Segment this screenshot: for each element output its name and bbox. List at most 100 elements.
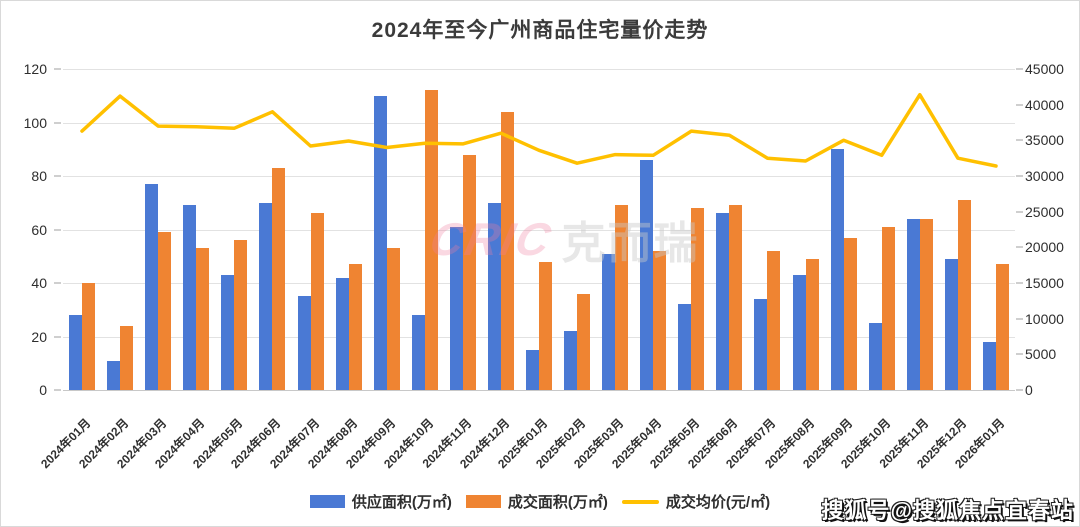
supply-bar — [678, 304, 692, 390]
transaction-bar — [272, 167, 286, 390]
left-axis-tickmark-icon — [54, 121, 61, 124]
transaction-bar — [82, 283, 96, 390]
chart-title: 2024年至今广州商品住宅量价走势 — [371, 19, 709, 42]
transaction-bar — [729, 205, 743, 390]
transaction-bar — [348, 264, 362, 390]
supply-bar — [830, 149, 844, 390]
gridline — [63, 122, 1015, 124]
price-line — [80, 92, 998, 168]
transaction-bar — [691, 208, 705, 390]
right-axis-tickmark-icon — [1016, 246, 1023, 249]
sohu-watermark: 搜狐号@搜狐焦点宜春站 — [821, 498, 1074, 523]
right-axis-tick-label: 25000 — [1025, 203, 1064, 220]
legend-label-supply: 供应面积(万㎡) — [351, 494, 452, 511]
left-axis-tick-label: 100 — [23, 114, 47, 131]
left-axis-tick-label: 0 — [39, 382, 47, 398]
supply-bar — [145, 184, 159, 390]
gridline — [63, 69, 1015, 70]
supply-bar — [754, 299, 768, 390]
supply-bar — [107, 360, 121, 390]
supply-bar — [906, 218, 920, 390]
transaction-bar — [957, 200, 971, 390]
right-axis-tick-label: 5000 — [1025, 346, 1057, 363]
legend-label-price: 成交均价(元/㎡) — [665, 494, 771, 511]
supply-bar — [526, 349, 539, 390]
right-axis-tick-label: 20000 — [1025, 239, 1064, 256]
transaction-bar — [500, 111, 514, 390]
left-axis-tick-label: 60 — [31, 221, 47, 238]
transaction-bar — [462, 154, 476, 390]
right-axis-tick-label: 30000 — [1025, 168, 1064, 184]
right-axis-tickmark-icon — [1016, 389, 1023, 391]
transaction-bar — [805, 258, 819, 390]
left-axis-tick-label: 20 — [31, 328, 47, 345]
right-axis-tickmark-icon — [1016, 103, 1023, 106]
supply-bar — [411, 315, 425, 390]
left-axis-tick-label: 40 — [31, 275, 47, 291]
supply-bar — [259, 202, 273, 390]
supply-bar — [792, 274, 806, 390]
transaction-bar — [310, 213, 324, 390]
transaction-bar — [615, 205, 629, 390]
right-axis-tickmark-icon — [1016, 210, 1023, 213]
transaction-bar — [767, 250, 781, 390]
transaction-swatch-icon — [465, 495, 501, 508]
left-axis-tick-label: 120 — [23, 61, 47, 77]
legend: 供应面积(万㎡) 成交面积(万㎡) 成交均价(元/㎡) — [1, 491, 1079, 512]
supply-bar — [297, 296, 311, 390]
supply-bar — [487, 202, 501, 390]
supply-bar — [69, 315, 83, 390]
transaction-bar — [120, 325, 134, 390]
right-axis-tickmark-icon — [1016, 68, 1023, 70]
price-line-swatch-icon — [621, 499, 659, 504]
transaction-bar — [843, 237, 857, 390]
right-axis-tick-label: 10000 — [1025, 310, 1064, 327]
legend-item-transaction: 成交面积(万㎡) — [465, 491, 608, 512]
transaction-bar — [424, 90, 438, 390]
gridline — [63, 176, 1015, 177]
transaction-bar — [919, 218, 933, 390]
legend-item-supply: 供应面积(万㎡) — [309, 491, 452, 512]
left-axis-tickmark-icon — [54, 389, 61, 391]
supply-bar — [449, 226, 463, 390]
cric-brand-text: 克而瑞 — [561, 219, 700, 268]
gridline — [63, 390, 1015, 391]
left-axis-tickmark-icon — [54, 228, 61, 231]
right-axis-tickmark-icon — [1016, 139, 1023, 142]
transaction-bar — [386, 248, 400, 390]
gridline — [63, 229, 1015, 231]
supply-bar — [868, 323, 882, 390]
transaction-bar — [577, 293, 591, 390]
right-axis-tickmark-icon — [1016, 317, 1023, 320]
right-axis-tick-label: 40000 — [1025, 96, 1064, 113]
supply-bar — [602, 253, 616, 390]
transaction-bar — [234, 240, 248, 390]
left-axis-tick-label: 80 — [31, 168, 47, 184]
supply-bar — [183, 205, 197, 390]
supply-swatch-icon — [309, 495, 345, 508]
right-axis-tickmark-icon — [1016, 353, 1023, 356]
right-axis-tick-label: 45000 — [1025, 61, 1064, 77]
supply-bar — [716, 213, 730, 390]
supply-bar — [640, 159, 654, 390]
right-axis-tickmark-icon — [1016, 282, 1023, 284]
supply-bar — [564, 331, 578, 390]
right-axis-tick-label: 35000 — [1025, 132, 1064, 149]
left-axis-tickmark-icon — [54, 68, 61, 70]
transaction-bar — [653, 250, 667, 390]
legend-label-transaction: 成交面积(万㎡) — [507, 494, 608, 511]
right-axis-tick-label: 15000 — [1025, 275, 1064, 291]
supply-bar — [982, 341, 996, 390]
supply-bar — [944, 258, 958, 390]
supply-bar — [221, 274, 235, 390]
supply-bar — [373, 95, 387, 390]
right-axis-tickmark-icon — [1016, 175, 1023, 177]
supply-bar — [335, 277, 349, 390]
transaction-bar — [158, 232, 172, 390]
left-axis-tickmark-icon — [54, 335, 61, 338]
transaction-bar — [881, 226, 895, 390]
right-axis-tick-label: 0 — [1025, 382, 1033, 398]
transaction-bar — [995, 264, 1009, 390]
left-axis-tickmark-icon — [54, 282, 61, 284]
